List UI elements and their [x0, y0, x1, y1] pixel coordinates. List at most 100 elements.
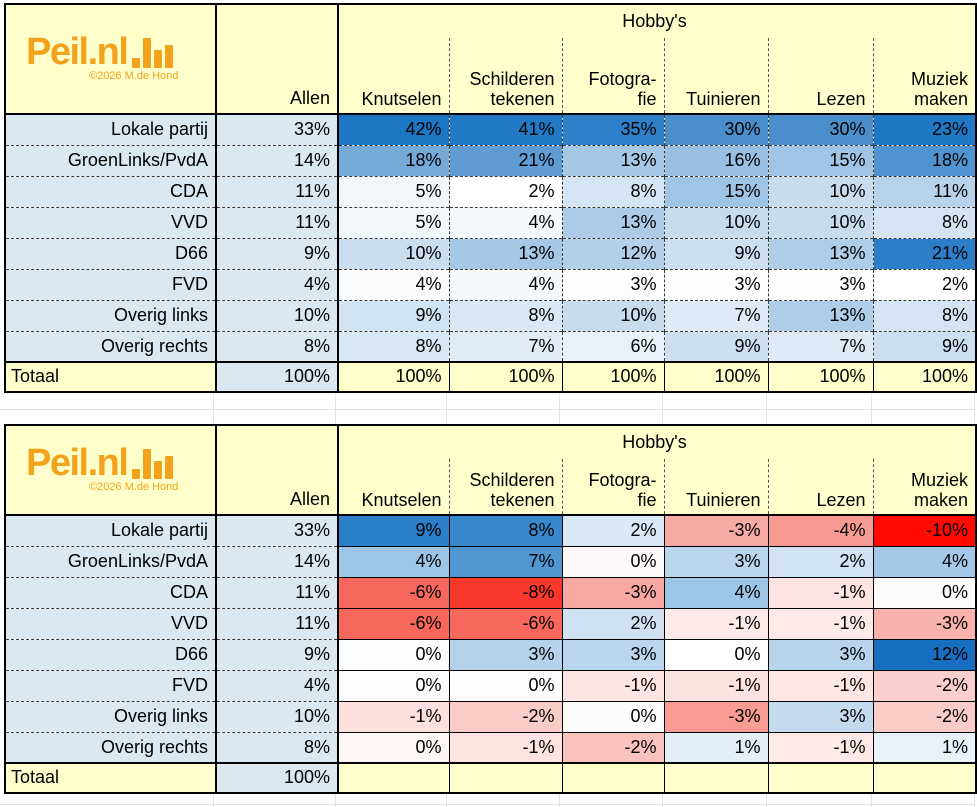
value-cell[interactable]: 23% — [872, 114, 977, 145]
total-allen-cell[interactable]: 100% — [216, 361, 339, 393]
row-label-cell[interactable]: Overig rechts — [4, 330, 217, 362]
value-cell[interactable]: 0% — [561, 700, 664, 732]
allen-value-cell[interactable]: 9% — [216, 638, 339, 670]
value-cell[interactable]: 0% — [338, 731, 449, 763]
row-label-cell[interactable]: Overig links — [4, 299, 217, 331]
total-value-cell[interactable] — [767, 762, 873, 794]
total-value-cell[interactable]: 100% — [448, 361, 562, 393]
column-header-allen[interactable]: Allen — [215, 3, 339, 115]
allen-value-cell[interactable]: 33% — [216, 114, 339, 145]
column-header-tuinieren[interactable]: Tuinieren — [663, 459, 768, 516]
value-cell[interactable]: 10% — [767, 206, 873, 238]
value-cell[interactable]: 41% — [448, 114, 562, 145]
value-cell[interactable]: 13% — [767, 299, 873, 331]
logo-cell[interactable]: Peil.nl ©2026 M.de Hond — [4, 424, 217, 516]
value-cell[interactable]: 18% — [872, 144, 977, 176]
value-cell[interactable]: -2% — [448, 700, 562, 732]
value-cell[interactable]: 4% — [338, 268, 449, 300]
value-cell[interactable]: -2% — [561, 731, 664, 763]
value-cell[interactable]: 0% — [338, 638, 449, 670]
value-cell[interactable]: 4% — [872, 545, 977, 577]
value-cell[interactable]: 4% — [448, 268, 562, 300]
total-value-cell[interactable] — [448, 762, 562, 794]
value-cell[interactable]: 21% — [448, 144, 562, 176]
column-header-knutselen[interactable]: Knutselen — [338, 459, 449, 516]
value-cell[interactable]: 13% — [448, 237, 562, 269]
allen-value-cell[interactable]: 8% — [216, 330, 339, 362]
logo-cell[interactable]: Peil.nl ©2026 M.de Hond — [4, 3, 217, 115]
row-label-cell[interactable]: Overig links — [4, 700, 217, 732]
value-cell[interactable]: 0% — [663, 638, 768, 670]
row-label-cell[interactable]: Overig rechts — [4, 731, 217, 763]
allen-value-cell[interactable]: 9% — [216, 237, 339, 269]
value-cell[interactable]: 12% — [872, 638, 977, 670]
value-cell[interactable]: -1% — [767, 576, 873, 608]
column-header-lezen[interactable]: Lezen — [767, 38, 873, 115]
value-cell[interactable]: 12% — [561, 237, 664, 269]
column-header-allen[interactable]: Allen — [215, 424, 339, 516]
total-value-cell[interactable] — [561, 762, 664, 794]
value-cell[interactable]: -4% — [767, 515, 873, 546]
total-allen-cell[interactable]: 100% — [216, 762, 339, 794]
value-cell[interactable]: 13% — [561, 144, 664, 176]
row-label-cell[interactable]: FVD — [4, 669, 217, 701]
allen-value-cell[interactable]: 14% — [216, 545, 339, 577]
value-cell[interactable]: 6% — [561, 330, 664, 362]
value-cell[interactable]: 5% — [338, 175, 449, 207]
value-cell[interactable]: -6% — [448, 607, 562, 639]
total-value-cell[interactable]: 100% — [561, 361, 664, 393]
value-cell[interactable]: 3% — [663, 268, 768, 300]
value-cell[interactable]: 42% — [338, 114, 449, 145]
value-cell[interactable]: 3% — [663, 545, 768, 577]
value-cell[interactable]: 3% — [767, 268, 873, 300]
value-cell[interactable]: -6% — [338, 576, 449, 608]
value-cell[interactable]: 0% — [338, 669, 449, 701]
value-cell[interactable]: 35% — [561, 114, 664, 145]
value-cell[interactable]: 8% — [561, 175, 664, 207]
column-header-schilderen[interactable]: Schilderen tekenen — [448, 38, 562, 115]
value-cell[interactable]: 3% — [561, 638, 664, 670]
value-cell[interactable]: 0% — [448, 669, 562, 701]
value-cell[interactable]: 3% — [767, 700, 873, 732]
total-value-cell[interactable]: 100% — [767, 361, 873, 393]
value-cell[interactable]: -3% — [663, 515, 768, 546]
value-cell[interactable]: 9% — [338, 299, 449, 331]
value-cell[interactable]: 0% — [561, 545, 664, 577]
total-value-cell[interactable]: 100% — [338, 361, 449, 393]
row-label-cell[interactable]: FVD — [4, 268, 217, 300]
value-cell[interactable]: 11% — [872, 175, 977, 207]
column-header-muziek[interactable]: Muziek maken — [872, 459, 977, 516]
value-cell[interactable]: -1% — [663, 607, 768, 639]
total-value-cell[interactable] — [338, 762, 449, 794]
value-cell[interactable]: -8% — [448, 576, 562, 608]
row-label-cell[interactable]: D66 — [4, 638, 217, 670]
value-cell[interactable]: 9% — [872, 330, 977, 362]
value-cell[interactable]: -1% — [561, 669, 664, 701]
column-header-fotografie[interactable]: Fotogra- fie — [561, 38, 664, 115]
value-cell[interactable]: 9% — [663, 237, 768, 269]
value-cell[interactable]: 7% — [448, 330, 562, 362]
value-cell[interactable]: -2% — [872, 700, 977, 732]
allen-value-cell[interactable]: 11% — [216, 576, 339, 608]
value-cell[interactable]: 8% — [338, 330, 449, 362]
value-cell[interactable]: -3% — [872, 607, 977, 639]
value-cell[interactable]: 18% — [338, 144, 449, 176]
value-cell[interactable]: 8% — [448, 299, 562, 331]
value-cell[interactable]: -2% — [872, 669, 977, 701]
value-cell[interactable]: 10% — [561, 299, 664, 331]
value-cell[interactable]: -3% — [561, 576, 664, 608]
value-cell[interactable]: 7% — [663, 299, 768, 331]
value-cell[interactable]: 2% — [561, 607, 664, 639]
column-header-schilderen[interactable]: Schilderen tekenen — [448, 459, 562, 516]
row-label-cell[interactable]: CDA — [4, 576, 217, 608]
total-value-cell[interactable]: 100% — [663, 361, 768, 393]
allen-value-cell[interactable]: 10% — [216, 700, 339, 732]
row-label-cell[interactable]: GroenLinks/PvdA — [4, 545, 217, 577]
value-cell[interactable]: 8% — [872, 299, 977, 331]
value-cell[interactable]: 30% — [663, 114, 768, 145]
value-cell[interactable]: -1% — [767, 731, 873, 763]
value-cell[interactable]: 16% — [663, 144, 768, 176]
value-cell[interactable]: 8% — [872, 206, 977, 238]
value-cell[interactable]: 9% — [338, 515, 449, 546]
value-cell[interactable]: 4% — [338, 545, 449, 577]
